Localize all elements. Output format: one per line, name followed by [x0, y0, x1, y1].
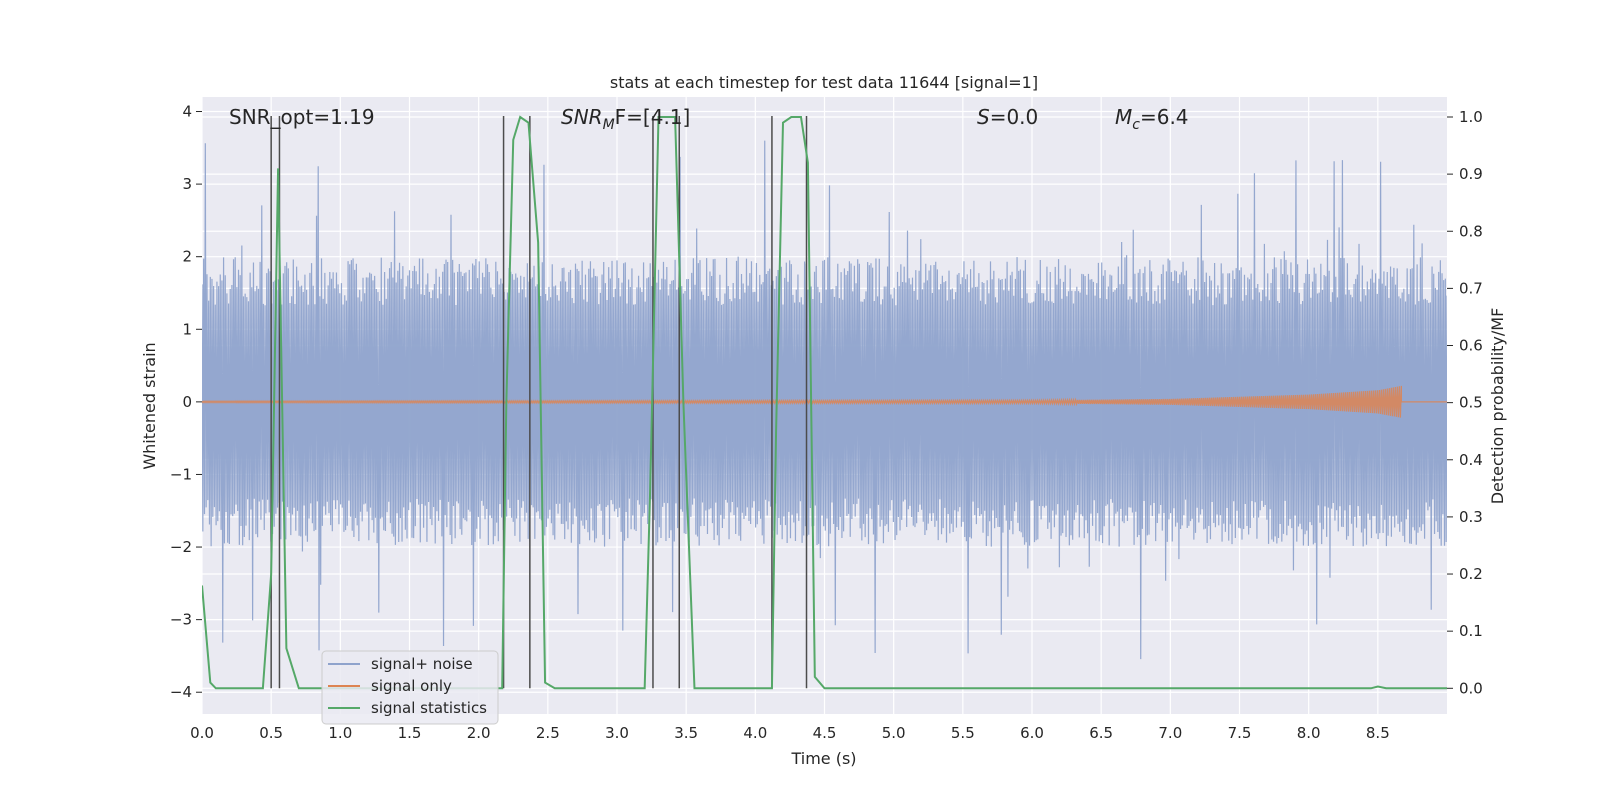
x-tick-label: 4.0 [743, 724, 767, 742]
y-right-axis-label: Detection probability/MF [1488, 308, 1507, 505]
annotation-mc-rest: =6.4 [1140, 105, 1189, 129]
x-tick-label: 4.5 [813, 724, 837, 742]
y-right-tick-label: 0.5 [1459, 394, 1483, 412]
signal-only-line [202, 385, 1447, 418]
y-right-tick-label: 1.0 [1459, 108, 1483, 126]
y-right-tick-label: 0.8 [1459, 222, 1483, 240]
x-tick-label: 3.5 [674, 724, 698, 742]
x-axis-label: Time (s) [790, 749, 856, 768]
x-tick-label: 6.5 [1089, 724, 1113, 742]
annotation-mc-sub: c [1132, 117, 1140, 133]
series-signal-statistics [202, 115, 1447, 690]
series-signal-noise [202, 140, 1447, 660]
y-right-tick-label: 0.3 [1459, 508, 1483, 526]
annotation-snr-mf-sub: M [603, 117, 615, 133]
x-tick-label: 0.5 [259, 724, 283, 742]
x-tick-label: 5.0 [882, 724, 906, 742]
y-right-tick-label: 0.6 [1459, 337, 1483, 355]
annotation-s-main: S [977, 105, 990, 129]
y-tick-label: −3 [170, 611, 192, 629]
y-tick-label: 4 [182, 103, 192, 121]
y-right-tick-label: 0.9 [1459, 165, 1483, 183]
annotation-snr-opt: SNR_opt=1.19 [229, 105, 375, 129]
x-tick-label: 5.5 [951, 724, 975, 742]
annotation-snr-mf-main: SNR [561, 105, 603, 129]
y-right-axis-ticks: 0.0 0.1 0.2 0.3 0.4 0.5 0.6 0.7 0.8 0.9 1.0 [1447, 108, 1483, 697]
annotation-s-rest: =0.0 [990, 105, 1039, 129]
annotation-s: S=0.0 [977, 105, 1038, 129]
x-tick-label: 2.5 [536, 724, 560, 742]
annotation-mc-main: M [1115, 105, 1132, 129]
x-tick-label: 8.5 [1366, 724, 1390, 742]
y-tick-label: 1 [182, 320, 192, 338]
y-right-tick-label: 0.2 [1459, 565, 1483, 583]
y-tick-label: 2 [182, 248, 192, 266]
x-axis-ticks: 0.0 0.5 1.0 1.5 2.0 2.5 3.0 3.5 4.0 4.5 5.0 5.5 6.0 6… [190, 724, 1390, 742]
y-tick-label: −4 [170, 683, 192, 701]
signal-noise-line [202, 140, 1447, 660]
y-tick-label: 0 [182, 393, 192, 411]
y-right-tick-label: 0.1 [1459, 622, 1483, 640]
y-axis-ticks: −4 −3 −2 −1 0 1 2 3 4 [170, 103, 202, 701]
series-signal-only [202, 385, 1447, 418]
x-tick-label: 7.0 [1158, 724, 1182, 742]
y-right-tick-label: 0.7 [1459, 279, 1483, 297]
annotation-snr-mf: SNRMF=[4.1] [561, 105, 690, 133]
y-tick-label: 3 [182, 175, 192, 193]
legend-label-signal-only: signal only [371, 677, 452, 695]
x-tick-label: 1.5 [398, 724, 422, 742]
y-right-tick-label: 0.0 [1459, 679, 1483, 697]
x-tick-label: 8.0 [1297, 724, 1321, 742]
y-tick-label: −1 [170, 465, 192, 483]
annotation-mc: Mc=6.4 [1115, 105, 1189, 133]
x-tick-label: 0.0 [190, 724, 214, 742]
chart-title: stats at each timestep for test data 116… [610, 73, 1038, 92]
x-tick-label: 2.0 [467, 724, 491, 742]
x-tick-label: 7.5 [1228, 724, 1252, 742]
signal-statistics-line [202, 115, 1447, 690]
legend: signal+ noise signal only signal statist… [321, 650, 499, 725]
x-tick-label: 1.0 [328, 724, 352, 742]
x-tick-label: 3.0 [605, 724, 629, 742]
legend-box [321, 650, 499, 725]
legend-label-signal-noise: signal+ noise [371, 655, 473, 673]
x-tick-label: 6.0 [1020, 724, 1044, 742]
annotation-snr-mf-rest: F=[4.1] [615, 105, 691, 129]
y-tick-label: −2 [170, 538, 192, 556]
y-axis-label: Whitened strain [140, 342, 159, 469]
y-right-tick-label: 0.4 [1459, 451, 1483, 469]
legend-label-signal-statistics: signal statistics [371, 699, 487, 717]
